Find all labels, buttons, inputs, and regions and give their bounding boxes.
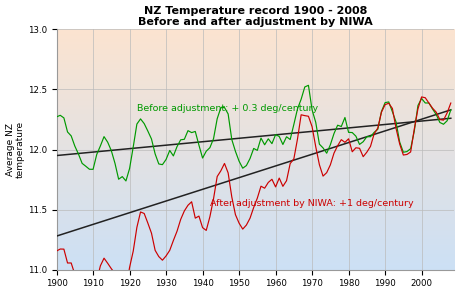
Y-axis label: Average NZ
temperature: Average NZ temperature [6, 121, 25, 178]
Text: After adjustment by NIWA: +1 deg/century: After adjustment by NIWA: +1 deg/century [209, 199, 413, 208]
Text: Before adjustment: + 0.3 deg/century: Before adjustment: + 0.3 deg/century [137, 104, 317, 113]
Title: NZ Temperature record 1900 - 2008
Before and after adjustment by NIWA: NZ Temperature record 1900 - 2008 Before… [138, 6, 372, 27]
